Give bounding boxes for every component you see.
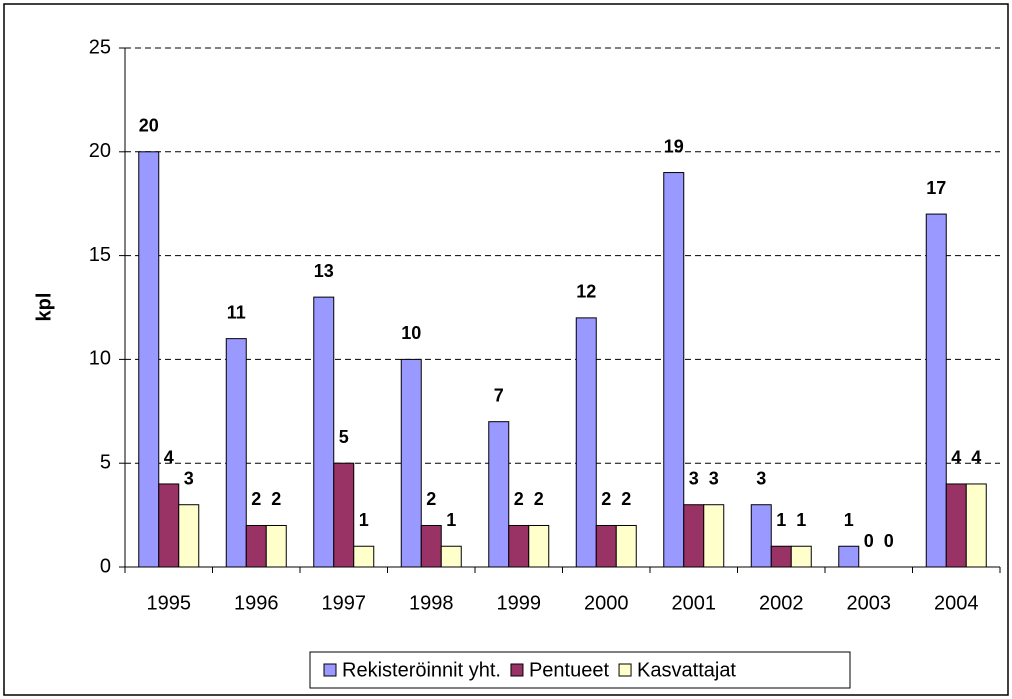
- bar: [508, 524, 530, 568]
- value-label: 5: [339, 427, 349, 447]
- x-tick-label: 2001: [672, 592, 717, 614]
- x-tick-label: 1995: [147, 592, 192, 614]
- bar: [265, 524, 287, 568]
- bar: [663, 172, 685, 568]
- bar: [750, 504, 772, 568]
- value-label: 20: [139, 116, 159, 136]
- bar: [683, 504, 705, 568]
- value-label: 2: [426, 489, 436, 509]
- value-label: 11: [227, 302, 246, 322]
- value-label: 2: [601, 489, 611, 509]
- bar: [420, 524, 442, 568]
- value-label: 1: [844, 510, 854, 530]
- value-label: 1: [446, 510, 456, 530]
- bar: [158, 483, 180, 568]
- y-tick-label: 0: [100, 555, 111, 577]
- bar: [595, 524, 617, 568]
- value-label: 3: [756, 468, 766, 488]
- value-label: 4: [951, 448, 961, 468]
- x-tick-label: 2000: [584, 592, 629, 614]
- bar: [770, 545, 792, 568]
- value-label: 1: [776, 510, 786, 530]
- value-label: 2: [514, 489, 524, 509]
- x-tick-label: 1997: [322, 592, 367, 614]
- y-axis-label: kpl: [33, 293, 55, 322]
- legend-swatch: [618, 663, 632, 677]
- value-label: 3: [709, 468, 719, 488]
- bar: [838, 545, 860, 568]
- bar: [138, 151, 160, 568]
- bar: [965, 483, 987, 568]
- value-label: 1: [359, 510, 369, 530]
- value-label: 4: [164, 448, 174, 468]
- value-label: 0: [864, 531, 874, 551]
- bar: [790, 545, 812, 568]
- bar: [488, 421, 510, 568]
- y-tick-label: 10: [89, 348, 111, 370]
- x-tick-label: 1998: [409, 592, 454, 614]
- legend-label: Pentueet: [529, 659, 610, 681]
- bar: [333, 462, 355, 568]
- legend-label: Kasvattajat: [637, 659, 736, 681]
- chart-border: [3, 3, 1009, 696]
- value-label: 2: [534, 489, 544, 509]
- x-tick-label: 2004: [934, 592, 979, 614]
- value-label: 2: [251, 489, 261, 509]
- bar: [925, 213, 947, 568]
- x-tick-label: 2002: [759, 592, 804, 614]
- legend-swatch: [323, 663, 337, 677]
- value-label: 10: [401, 323, 421, 343]
- legend-box: [309, 651, 851, 689]
- bar: [178, 504, 200, 568]
- legend-label: Rekisteröinnit yht.: [342, 659, 501, 681]
- y-tick-label: 20: [89, 140, 111, 162]
- value-label: 17: [926, 178, 946, 198]
- value-label: 4: [971, 448, 981, 468]
- y-tick-label: 25: [89, 36, 111, 58]
- bar: [225, 338, 247, 568]
- bar: [575, 317, 597, 568]
- legend-swatch: [510, 663, 524, 677]
- bar: [528, 524, 550, 568]
- y-tick-label: 5: [100, 451, 111, 473]
- bar: [245, 524, 267, 568]
- bar: [703, 504, 725, 568]
- value-label: 2: [271, 489, 281, 509]
- y-tick-label: 15: [89, 244, 111, 266]
- bar: [615, 524, 637, 568]
- value-label: 19: [664, 136, 684, 156]
- value-label: 1: [796, 510, 806, 530]
- value-label: 2: [621, 489, 631, 509]
- value-label: 0: [884, 531, 894, 551]
- bar: [945, 483, 967, 568]
- value-label: 12: [576, 282, 596, 302]
- bar: [313, 296, 335, 568]
- x-tick-label: 2003: [847, 592, 892, 614]
- x-tick-label: 1999: [497, 592, 542, 614]
- x-tick-label: 1996: [234, 592, 279, 614]
- bar: [400, 358, 422, 568]
- value-label: 13: [314, 261, 334, 281]
- bar: [440, 545, 462, 568]
- value-label: 7: [494, 385, 504, 405]
- bar: [353, 545, 375, 568]
- value-label: 3: [689, 468, 699, 488]
- value-label: 3: [184, 468, 194, 488]
